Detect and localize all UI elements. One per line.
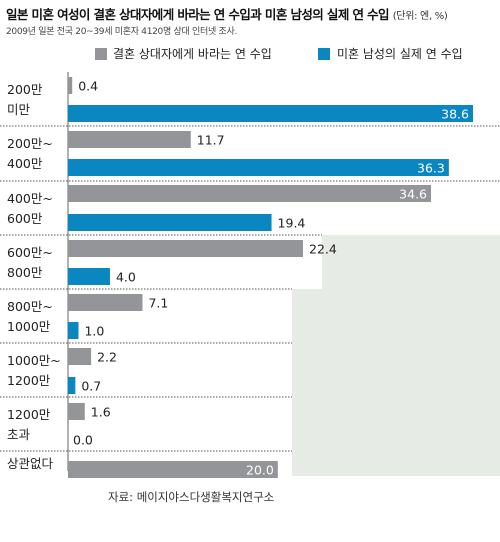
category-label: 미만 — [7, 102, 31, 117]
category-label: 800만 — [7, 265, 43, 280]
legend-swatch — [318, 48, 330, 60]
actual-income-bar — [68, 322, 79, 339]
category-label: 600만~ — [7, 245, 53, 260]
desired-income-bar — [68, 294, 143, 311]
desired-value-label: 0.4 — [78, 79, 98, 94]
legend-label: 결혼 상대자에게 바라는 연 수입 — [113, 47, 272, 61]
chart-subtitle: 2009년 일본 전국 20~39세 미혼자 4120명 상대 인터넷 조사. — [6, 27, 238, 37]
unit-label: (단위: 엔, %) — [392, 11, 448, 22]
category-label: 상관없다 — [7, 456, 54, 471]
desired-income-bar — [68, 131, 191, 148]
actual-income-bar — [68, 159, 449, 176]
actual-value-label: 1.0 — [84, 324, 104, 339]
chart-title: 일본 미혼 여성이 결혼 상대자에게 바라는 연 수입과 미혼 남성의 실제 연… — [6, 7, 448, 22]
desired-value-label: 34.6 — [399, 187, 427, 202]
actual-income-bar — [68, 105, 473, 122]
group-panel — [0, 289, 292, 343]
category-label: 1000만~ — [7, 353, 61, 368]
desired-income-bar — [68, 461, 278, 478]
category-label: 200만 — [7, 82, 43, 97]
group-panel — [0, 343, 292, 397]
legend-swatch — [95, 48, 107, 60]
desired-value-label: 11.7 — [197, 133, 225, 148]
category-label: 초과 — [7, 427, 31, 442]
actual-income-bar — [68, 268, 110, 285]
desired-income-bar — [68, 403, 85, 420]
desired-value-label: 22.4 — [309, 242, 337, 257]
category-label: 1200만 — [7, 373, 51, 388]
category-label: 1200만 — [7, 407, 51, 422]
desired-value-label: 7.1 — [148, 296, 168, 311]
category-label: 400만 — [7, 156, 43, 171]
category-label: 400만~ — [7, 191, 53, 206]
category-label: 200만~ — [7, 136, 53, 151]
actual-value-label: 36.3 — [417, 161, 445, 176]
legend-panel — [0, 37, 500, 72]
source-panel — [0, 476, 500, 516]
desired-value-label: 1.6 — [91, 405, 111, 420]
desired-income-bar — [68, 185, 432, 202]
desired-income-bar — [68, 348, 92, 365]
legend-label: 미혼 남성의 실제 연 수입 — [337, 47, 463, 61]
source-note: 자료: 메이지야스다생활복지연구소 — [108, 490, 274, 504]
desired-value-label: 2.2 — [97, 350, 117, 365]
category-label: 600만 — [7, 211, 43, 226]
actual-value-label: 4.0 — [116, 270, 136, 285]
actual-value-label: 0.7 — [81, 379, 101, 394]
desired-income-bar — [68, 77, 73, 94]
category-label: 1000만 — [7, 319, 51, 334]
category-label: 800만~ — [7, 299, 53, 314]
group-panel — [0, 397, 292, 451]
actual-value-label: 19.4 — [278, 216, 306, 231]
actual-income-bar — [68, 377, 76, 394]
desired-value-label: 20.0 — [246, 463, 274, 478]
actual-income-bar — [68, 214, 272, 231]
actual-value-label: 38.6 — [441, 107, 469, 122]
actual-value-label: 0.0 — [73, 433, 93, 448]
desired-income-bar — [68, 240, 304, 257]
